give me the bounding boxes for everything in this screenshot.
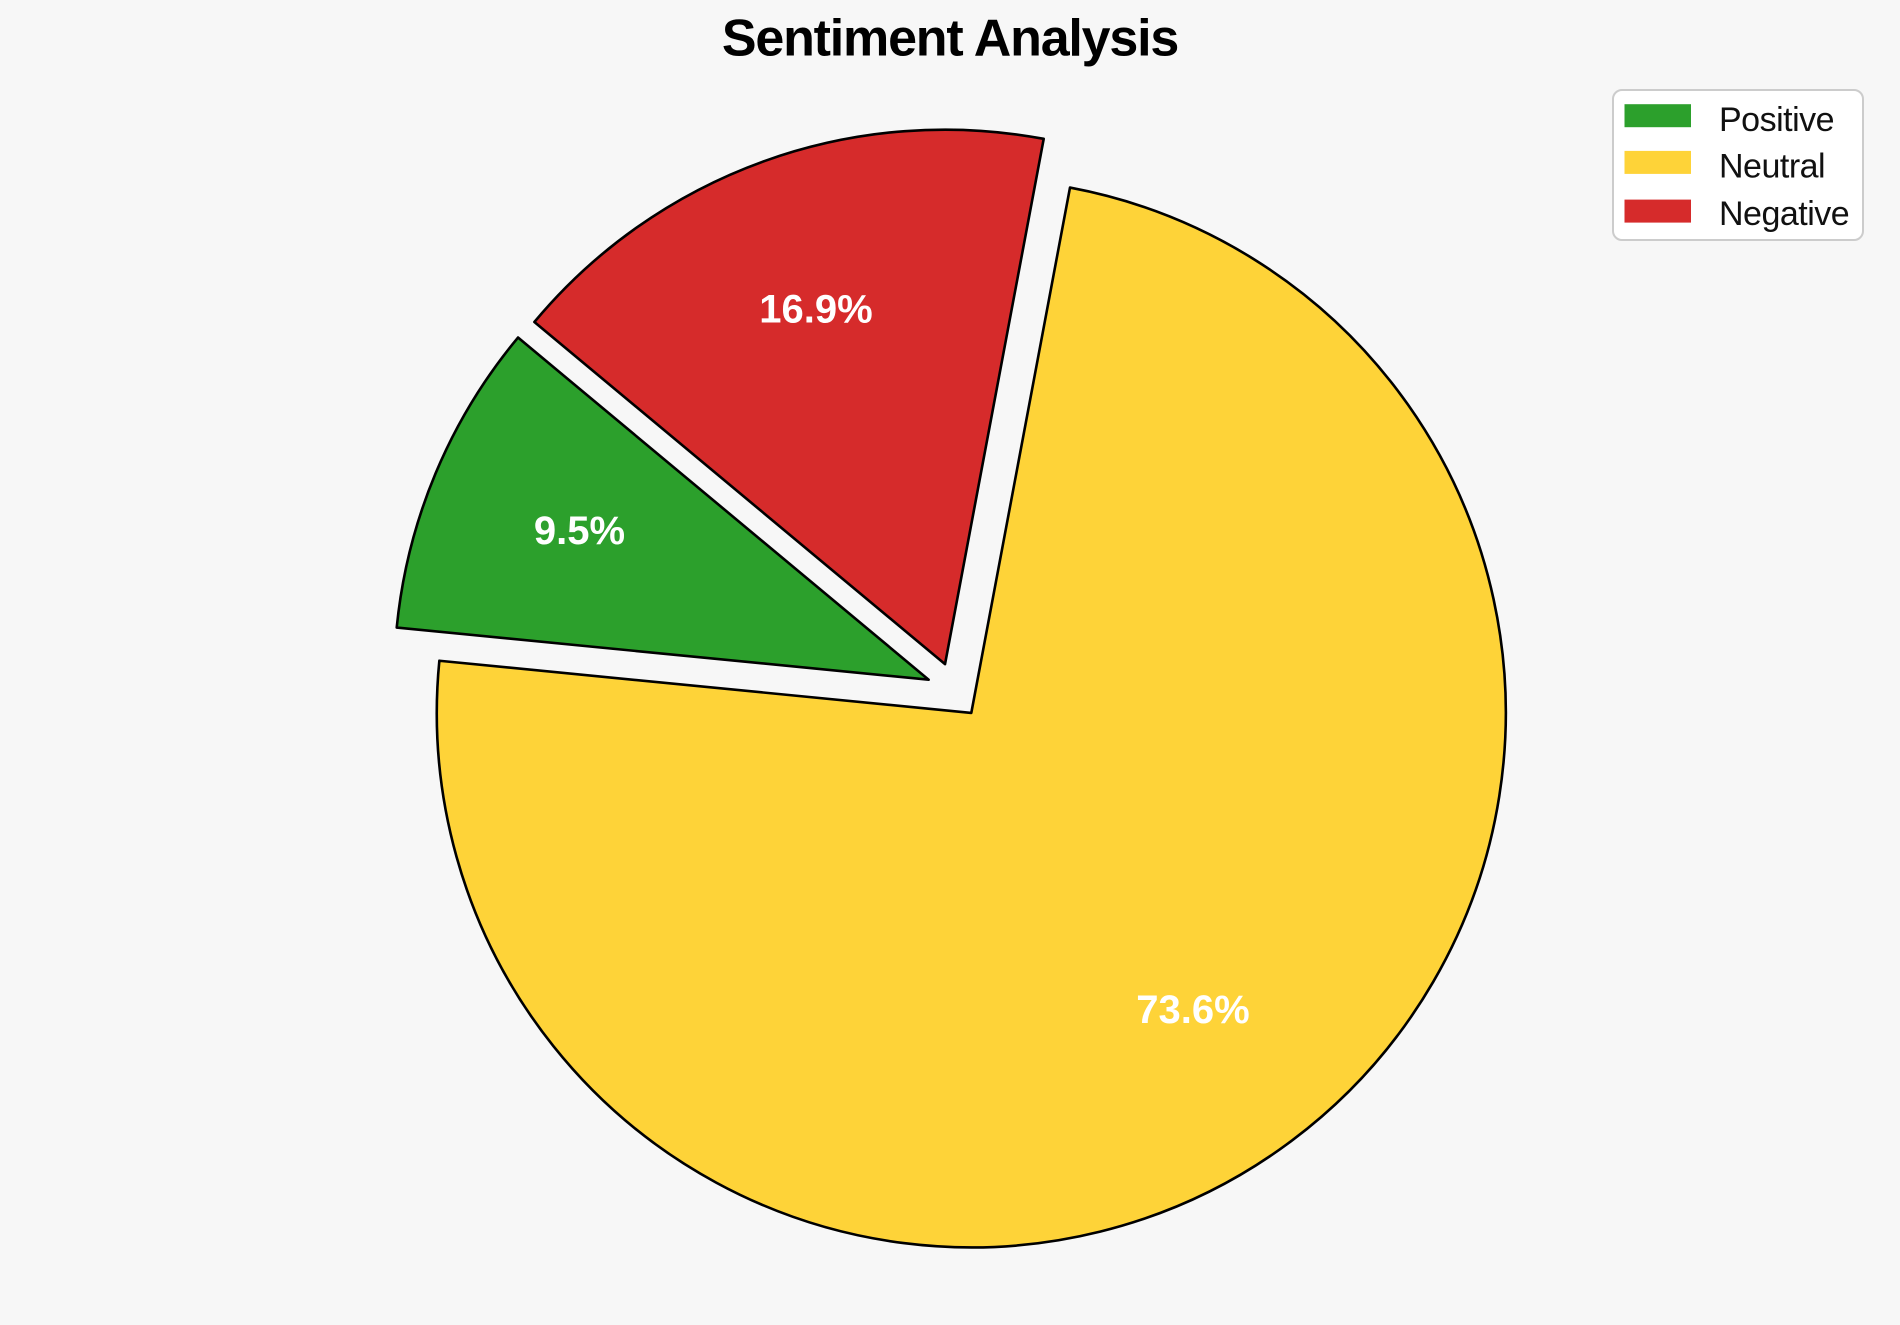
svg-text:Positive: Positive bbox=[1719, 101, 1834, 139]
svg-text:Sentiment Analysis: Sentiment Analysis bbox=[722, 10, 1178, 68]
svg-text:Neutral: Neutral bbox=[1719, 148, 1825, 186]
svg-text:16.9%: 16.9% bbox=[759, 288, 872, 332]
svg-text:73.6%: 73.6% bbox=[1136, 988, 1249, 1032]
svg-text:9.5%: 9.5% bbox=[534, 509, 625, 553]
svg-text:Negative: Negative bbox=[1719, 195, 1849, 233]
